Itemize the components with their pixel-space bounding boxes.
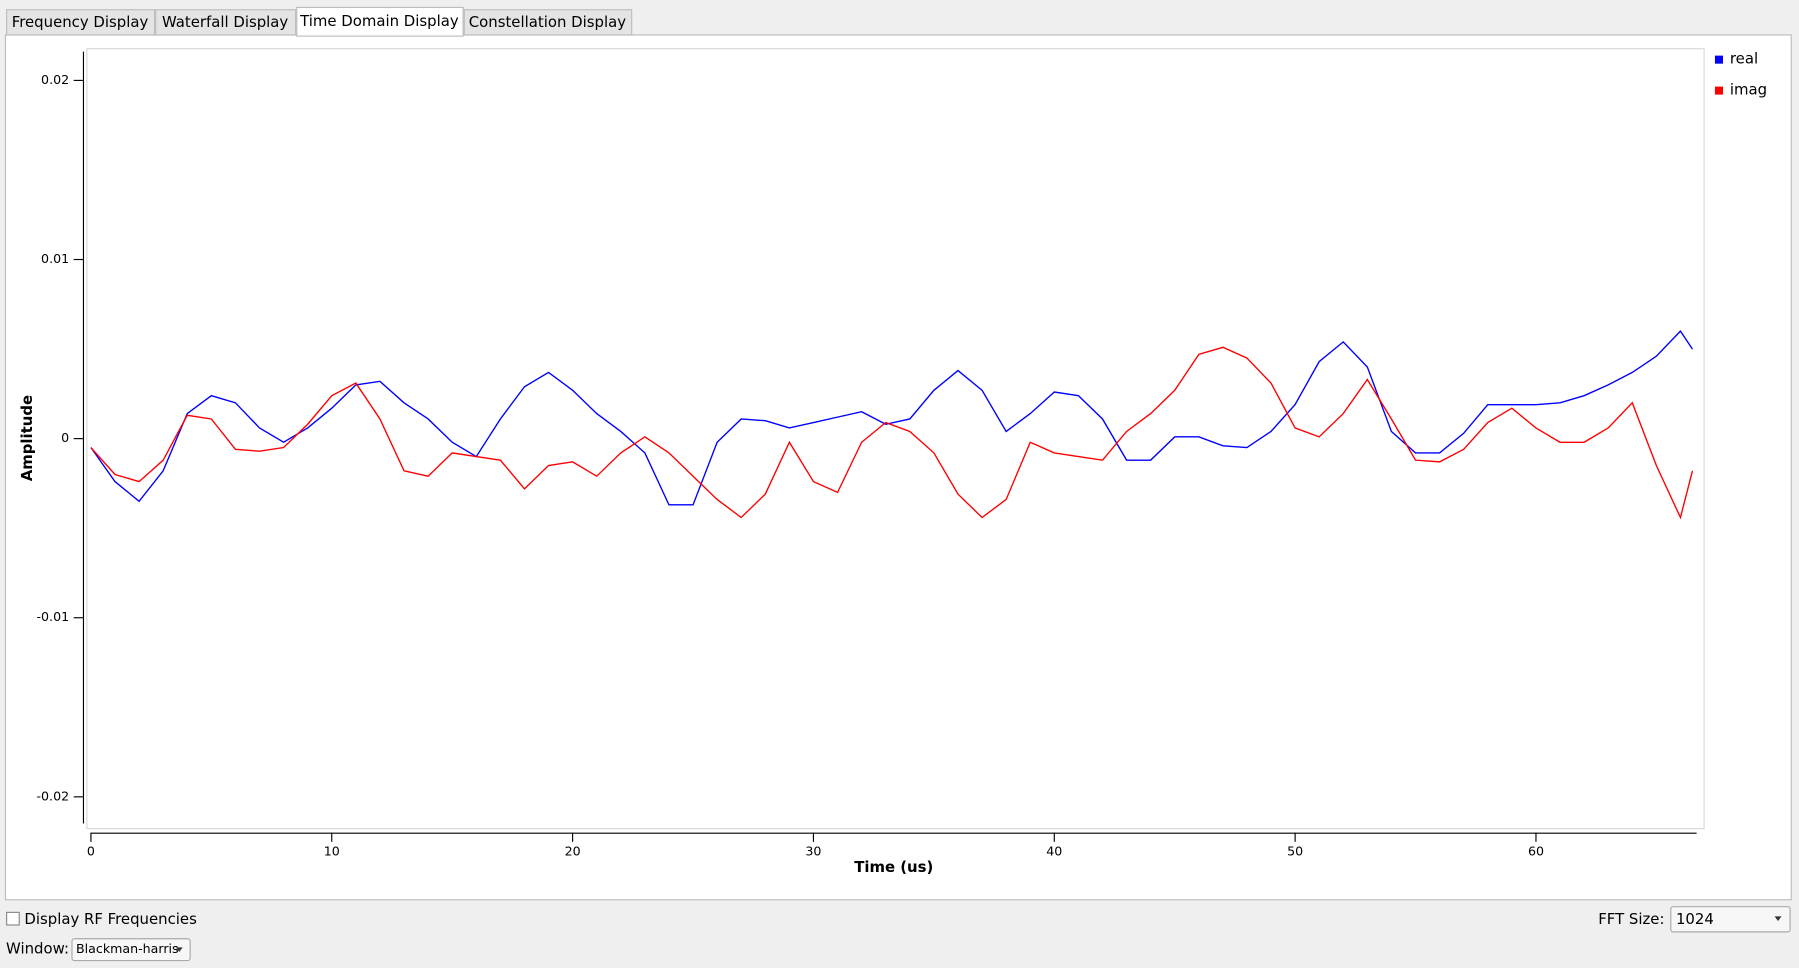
checkbox-label[interactable]: Display RF Frequencies: [24, 910, 197, 928]
dropdown-arrow: [175, 947, 183, 952]
tab-label[interactable]: Frequency Display: [12, 13, 149, 31]
legend-label: imag: [1730, 81, 1767, 99]
y-tick-label: 0.02: [41, 72, 69, 87]
dropdown-arrow: [1774, 916, 1782, 921]
fft-size-select[interactable]: 1024: [1670, 906, 1791, 933]
select-box[interactable]: [71, 938, 191, 962]
tab-label[interactable]: Constellation Display: [469, 13, 626, 31]
window-label: Window:: [6, 940, 69, 958]
legend-swatch: [1714, 86, 1723, 95]
tab-label[interactable]: Waterfall Display: [162, 13, 288, 31]
tab[interactable]: [463, 9, 633, 36]
x-tick-label: 60: [1528, 844, 1544, 859]
plot-frame: [86, 48, 1705, 830]
x-tick-label: 40: [1046, 844, 1062, 859]
select-value[interactable]: 1024: [1676, 910, 1714, 928]
plot: -0.02 -0.01 0 0.01 0.02 0 10 20 30 40 50 60 real imag: [36, 48, 1767, 859]
tab[interactable]: [296, 6, 464, 37]
checkbox[interactable]: [6, 911, 20, 926]
window-select[interactable]: Blackman-harris: [71, 938, 191, 962]
data-line: [90, 330, 1694, 506]
y-axis-label: Amplitude: [18, 395, 36, 481]
x-axis-label: Time (us): [854, 858, 933, 876]
tab[interactable]: [6, 9, 156, 36]
fft-size-label: FFT Size:: [1598, 910, 1664, 928]
tab-label[interactable]: Time Domain Display: [299, 12, 459, 30]
x-tick-label: 50: [1287, 844, 1303, 859]
tab-panel: [4, 34, 1792, 901]
select-value[interactable]: Blackman-harris: [76, 941, 179, 956]
legend-label: real: [1730, 50, 1758, 68]
legend-swatch: [1714, 55, 1723, 64]
y-tick-label: -0.02: [36, 788, 69, 803]
y-tick-label: -0.01: [36, 609, 69, 624]
select-box[interactable]: [1670, 906, 1791, 933]
x-tick-label: 10: [324, 844, 340, 859]
tab[interactable]: [155, 9, 297, 36]
y-tick-label: 0: [61, 430, 69, 445]
y-tick-label: 0.01: [41, 251, 69, 266]
x-tick-label: 30: [805, 844, 821, 859]
tab-bar: Frequency Display Waterfall Display Time D…: [6, 6, 633, 37]
data-line: [90, 346, 1694, 520]
x-tick-label: 0: [87, 844, 95, 859]
x-tick-label: 20: [565, 844, 581, 859]
